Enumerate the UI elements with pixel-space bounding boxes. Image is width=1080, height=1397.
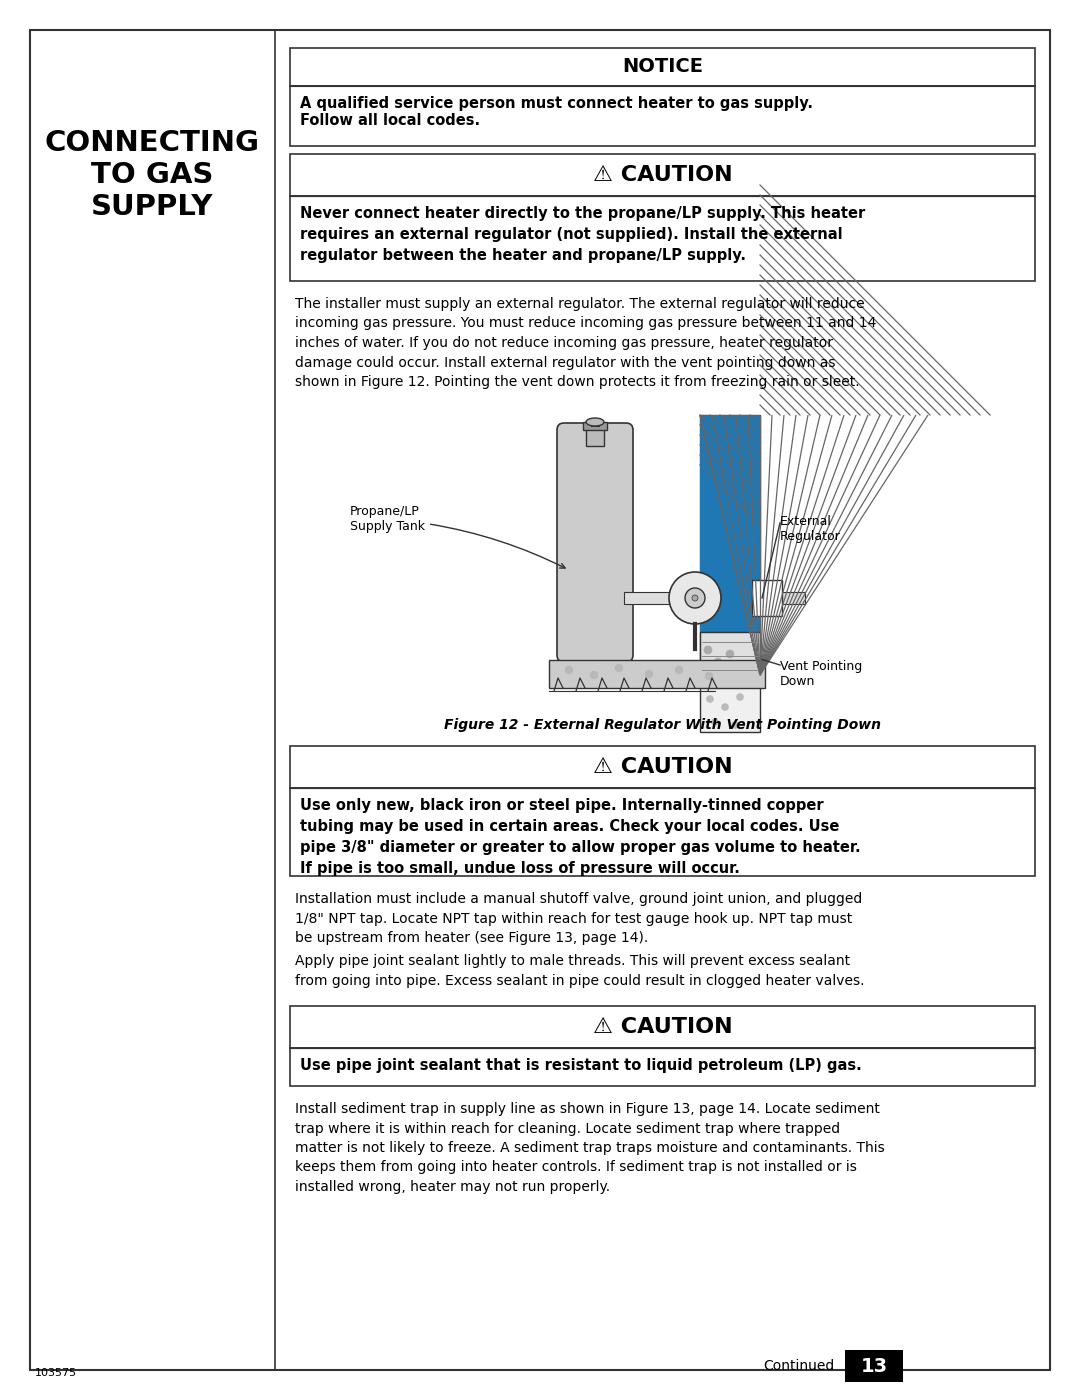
Bar xyxy=(549,659,765,687)
Text: Vent Pointing
Down: Vent Pointing Down xyxy=(780,659,862,687)
Bar xyxy=(591,422,599,426)
Text: External
Regulator: External Regulator xyxy=(780,515,840,543)
Circle shape xyxy=(708,671,716,678)
Text: A qualified service person must connect heater to gas supply.
Follow all local c: A qualified service person must connect … xyxy=(300,96,813,129)
Text: ⚠ CAUTION: ⚠ CAUTION xyxy=(593,1017,732,1037)
Bar xyxy=(760,592,805,604)
Bar xyxy=(700,415,760,675)
Text: Use pipe joint sealant that is resistant to liquid petroleum (LP) gas.: Use pipe joint sealant that is resistant… xyxy=(300,1058,862,1073)
Circle shape xyxy=(645,671,653,678)
Circle shape xyxy=(615,664,623,672)
Bar xyxy=(291,1006,1035,1048)
Circle shape xyxy=(704,645,712,654)
Text: NOTICE: NOTICE xyxy=(622,57,703,77)
Circle shape xyxy=(565,666,573,673)
Bar xyxy=(291,788,1035,876)
Bar xyxy=(700,631,760,687)
Bar xyxy=(291,196,1035,281)
Text: Use only new, black iron or steel pipe. Internally-tinned copper
tubing may be u: Use only new, black iron or steel pipe. … xyxy=(300,798,861,876)
Bar xyxy=(583,422,607,430)
Text: Installation must include a manual shutoff valve, ground joint union, and plugge: Installation must include a manual shuto… xyxy=(295,893,862,944)
Circle shape xyxy=(590,671,598,679)
Bar xyxy=(700,415,760,675)
Bar xyxy=(291,87,1035,147)
Text: ⚠ CAUTION: ⚠ CAUTION xyxy=(593,165,732,184)
Text: 103575: 103575 xyxy=(35,1368,77,1377)
Text: ⚠ CAUTION: ⚠ CAUTION xyxy=(593,757,732,777)
Circle shape xyxy=(685,588,705,608)
Bar xyxy=(291,47,1035,87)
Circle shape xyxy=(720,673,728,682)
Bar xyxy=(291,746,1035,788)
Circle shape xyxy=(731,721,739,728)
Circle shape xyxy=(705,672,713,680)
Bar xyxy=(291,1048,1035,1085)
Ellipse shape xyxy=(586,418,604,426)
Text: CONNECTING
TO GAS
SUPPLY: CONNECTING TO GAS SUPPLY xyxy=(45,129,260,221)
Text: Continued: Continued xyxy=(764,1359,835,1373)
Circle shape xyxy=(675,666,683,673)
FancyBboxPatch shape xyxy=(557,423,633,662)
Text: Apply pipe joint sealant lightly to male threads. This will prevent excess seala: Apply pipe joint sealant lightly to male… xyxy=(295,954,864,988)
Text: Propane/LP
Supply Tank: Propane/LP Supply Tank xyxy=(350,504,565,569)
Circle shape xyxy=(692,595,698,601)
Circle shape xyxy=(702,678,710,686)
Bar xyxy=(845,1350,903,1382)
Circle shape xyxy=(714,658,723,666)
Text: Never connect heater directly to the propane/LP supply. This heater
requires an : Never connect heater directly to the pro… xyxy=(300,205,865,263)
Bar xyxy=(291,154,1035,196)
Text: 13: 13 xyxy=(861,1356,888,1376)
Bar xyxy=(586,427,604,446)
Circle shape xyxy=(712,718,718,725)
Circle shape xyxy=(737,693,743,700)
Bar xyxy=(700,687,760,732)
Text: Install sediment trap in supply line as shown in Figure 13, page 14. Locate sedi: Install sediment trap in supply line as … xyxy=(295,1102,885,1194)
Circle shape xyxy=(721,704,729,711)
Text: Figure 12 - External Regulator With Vent Pointing Down: Figure 12 - External Regulator With Vent… xyxy=(444,718,881,732)
Circle shape xyxy=(669,571,721,624)
Text: The installer must supply an external regulator. The external regulator will red: The installer must supply an external re… xyxy=(295,298,876,388)
Circle shape xyxy=(726,650,734,658)
Circle shape xyxy=(706,696,714,703)
Bar xyxy=(752,580,782,616)
Circle shape xyxy=(734,666,742,673)
Bar xyxy=(624,592,708,604)
